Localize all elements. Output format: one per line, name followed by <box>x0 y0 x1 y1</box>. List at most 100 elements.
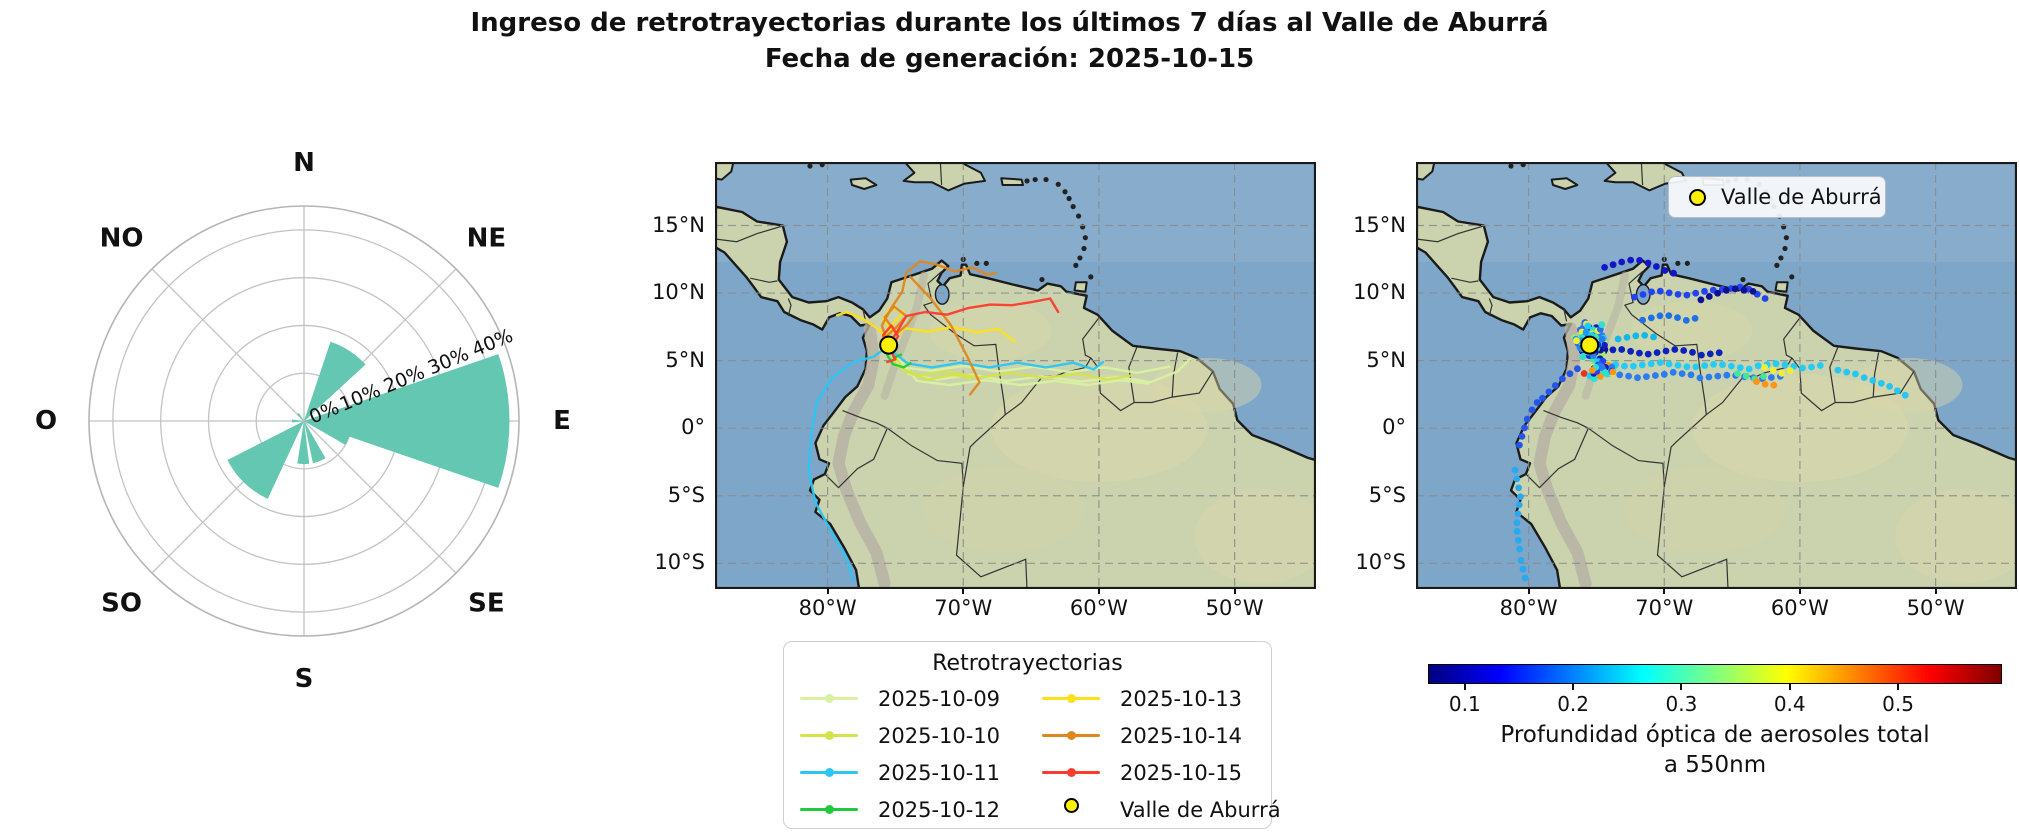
legend-line-sample <box>800 768 858 777</box>
country-border <box>824 427 888 489</box>
legend-line-marker <box>1067 694 1076 703</box>
trajectory-map <box>715 162 1316 589</box>
legend-line-sample <box>800 731 858 740</box>
country-border <box>1488 298 1493 317</box>
legend-row-2025-10-15: 2025-10-15 <box>1042 758 1262 788</box>
aod-dot <box>1772 360 1780 368</box>
aod-dot <box>1519 565 1527 573</box>
trajectory-2025-10-10 <box>887 345 1133 381</box>
rose-petal <box>297 421 310 465</box>
lake-maracaibo <box>934 284 950 305</box>
aod-dot <box>1601 341 1608 349</box>
country-border <box>1872 352 1880 398</box>
aod-dot <box>1618 258 1626 266</box>
aod-dot <box>1609 346 1617 354</box>
legend-row-2025-10-13: 2025-10-13 <box>1042 684 1262 714</box>
aod-dot <box>1636 257 1643 264</box>
aod-dot <box>1521 574 1529 582</box>
aod-dot <box>1579 353 1587 361</box>
island <box>1550 177 1579 190</box>
small-island-dot <box>1066 195 1072 202</box>
valle-de-aburra-marker <box>879 335 899 355</box>
aod-dot <box>1665 360 1673 368</box>
trajectory-2025-10-09 <box>888 345 1171 374</box>
legend-row-2025-10-09: 2025-10-09 <box>800 684 1020 714</box>
aod-dot <box>1661 267 1669 274</box>
aod-dot <box>1877 379 1885 387</box>
aod-dot <box>1647 314 1655 322</box>
aod-colorbar <box>1428 664 2002 684</box>
aod-dot <box>1697 296 1705 304</box>
aod-dot <box>1573 337 1580 345</box>
small-island-dot <box>974 260 980 266</box>
small-island-dot <box>1055 181 1061 187</box>
colorbar-label-line2: a 550nm <box>1663 752 1767 778</box>
small-island-dot <box>1789 274 1795 280</box>
country-border <box>1587 427 1665 487</box>
legend-row-valle-de-aburra: Valle de Aburrá <box>1042 795 1281 825</box>
legend-line-sample <box>1042 694 1100 703</box>
small-island-dot <box>1075 213 1082 219</box>
trajectory-map-xtick-80°W: 80°W <box>798 596 857 620</box>
aod-dot <box>1670 269 1677 277</box>
aod-dot <box>1692 363 1700 371</box>
small-island-dot <box>983 260 989 266</box>
trajectory-2025-10-14 <box>909 275 981 396</box>
rose-petal <box>304 354 510 488</box>
aod-dot <box>1533 399 1541 406</box>
aod-dot <box>1545 388 1553 396</box>
aod-map-xtick-mark <box>1527 588 1530 594</box>
aod-map-legend: Valle de Aburrá <box>1668 176 1886 218</box>
aod-dot <box>1705 293 1713 300</box>
small-island-dot <box>1082 235 1088 241</box>
aod-dot <box>1886 383 1893 390</box>
aod-dot <box>1678 370 1686 377</box>
small-island-dot <box>1783 235 1789 241</box>
trajectory-map-xtick-mark <box>1097 588 1100 594</box>
aod-dot <box>1598 321 1606 328</box>
aod-dot <box>1754 362 1762 370</box>
aod-dot <box>1517 557 1525 564</box>
aod-dot <box>1714 372 1722 380</box>
aod-dot <box>1521 424 1528 432</box>
country-border <box>1543 410 1589 429</box>
legend-line-sample <box>1042 731 1100 740</box>
aod-map-ytick-15°N: 15°N <box>1353 212 1406 237</box>
aod-dot <box>1869 377 1877 384</box>
colorbar-tick-mark <box>1897 684 1900 690</box>
colorbar-tick-0.4: 0.4 <box>1773 692 1806 716</box>
aod-dot <box>1705 373 1713 381</box>
aod-map-xtick-70°W: 70°W <box>1635 596 1694 620</box>
colorbar-tick-0.1: 0.1 <box>1448 692 1481 716</box>
legend-date-label: 2025-10-15 <box>1120 761 1243 785</box>
aod-dot <box>1511 466 1519 474</box>
aod-dot <box>1584 322 1592 330</box>
aod-dot <box>1745 365 1753 373</box>
aod-dot <box>1761 364 1769 371</box>
trajectory-2025-10-15 <box>887 297 1060 346</box>
rose-petal <box>304 421 326 464</box>
aod-dot <box>1523 415 1531 423</box>
aod-dot <box>1590 375 1598 383</box>
trajectory-2025-10-14 <box>882 305 916 341</box>
trajectory-2025-10-15 <box>882 324 900 364</box>
ocean-light-band <box>715 162 1316 262</box>
aod-dot <box>1701 362 1709 369</box>
aod-dot <box>1513 527 1521 535</box>
aod-dot <box>1656 287 1664 295</box>
legend-line-marker <box>825 768 834 777</box>
trajectory-legend-title: Retrotrayectorias <box>932 651 1123 676</box>
trajectory-legend: Retrotrayectorias 2025-10-09 2025-10-10 20… <box>783 641 1281 829</box>
rose-petal <box>304 341 366 421</box>
aod-dot <box>1749 288 1757 295</box>
small-island-dot <box>1024 178 1030 184</box>
aod-dot <box>1650 333 1657 341</box>
aod-dot <box>1574 365 1581 373</box>
valle-de-aburra-marker <box>1580 335 1600 355</box>
aod-dot <box>1715 349 1723 357</box>
aod-dot <box>1689 348 1696 356</box>
terrain-patch <box>1895 489 2017 584</box>
small-island-dot <box>1782 245 1788 252</box>
aod-dot <box>1517 493 1524 500</box>
